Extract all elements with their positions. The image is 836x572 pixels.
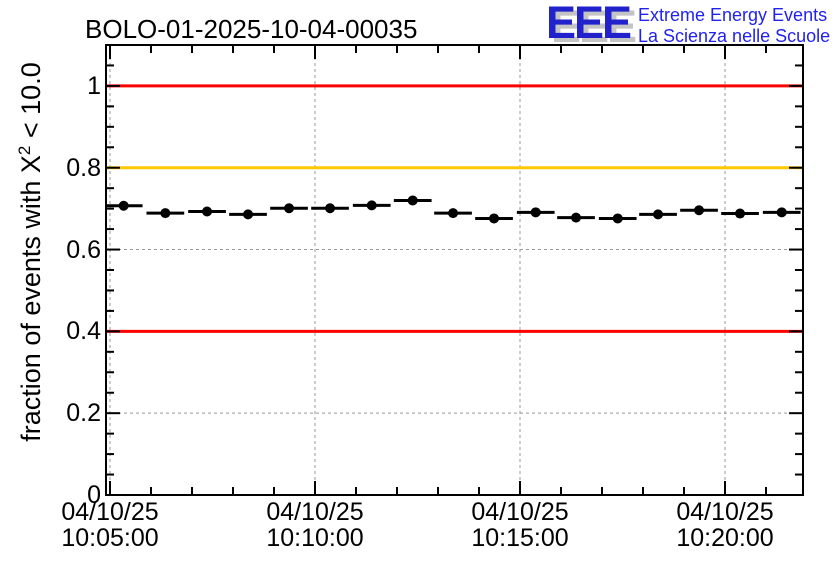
data-point [571,212,582,223]
data-point [653,209,664,220]
x-tick-date: 04/10/25 [471,498,569,526]
eee-logo-line1: Extreme Energy Events [638,5,828,25]
data-point [243,209,254,220]
axis-ticks [106,45,803,496]
data-point [325,203,336,214]
x-tick-date: 04/10/25 [266,498,364,526]
data-point [530,207,541,218]
y-tick-label: 0.8 [66,153,101,182]
y-tick-label: 0 [87,481,101,509]
data-point [776,207,787,218]
data-point [448,208,459,219]
eee-logo-text: Extreme Energy Events La Scienza nelle S… [638,5,830,47]
reference-lines [106,84,803,333]
x-tick-time: 10:10:00 [266,524,364,552]
data-point [366,200,377,211]
x-tick-date: 04/10/25 [676,498,774,526]
x-tick-date: 04/10/25 [61,498,159,526]
eee-logo-line2: La Scienza nelle Scuole [638,26,831,46]
data-point [202,206,213,217]
plot-frame [105,44,804,496]
data-point [694,205,705,216]
x-tick-label: 04/10/25 10:05:00 [40,499,180,551]
x-tick-label: 04/10/25 10:20:00 [655,499,795,551]
x-tick-label: 04/10/25 10:15:00 [450,499,590,551]
plot-title: BOLO-01-2025-10-04-00035 [85,14,418,44]
y-tick-label: 0.4 [66,317,101,346]
y-tick-label: 0.6 [66,235,101,264]
data-point [407,195,418,206]
x-tick-time: 10:20:00 [676,524,774,552]
data-point [284,203,295,214]
data-series [105,195,801,224]
x-tick-time: 10:15:00 [471,524,569,552]
y-tick-label: 0.2 [66,399,101,428]
data-point [489,213,500,224]
data-point [612,213,623,224]
data-point [735,208,746,219]
eee-logo: EEE Extreme Energy Events La Scienza nel… [546,0,836,56]
data-point [160,208,171,219]
y-tick-label: 1 [87,71,101,100]
x-tick-label: 04/10/25 10:10:00 [245,499,385,551]
gridlines [106,45,803,495]
eee-logo-acronym: EEE [546,0,632,48]
x-tick-time: 10:05:00 [61,524,159,552]
data-point [118,200,129,211]
